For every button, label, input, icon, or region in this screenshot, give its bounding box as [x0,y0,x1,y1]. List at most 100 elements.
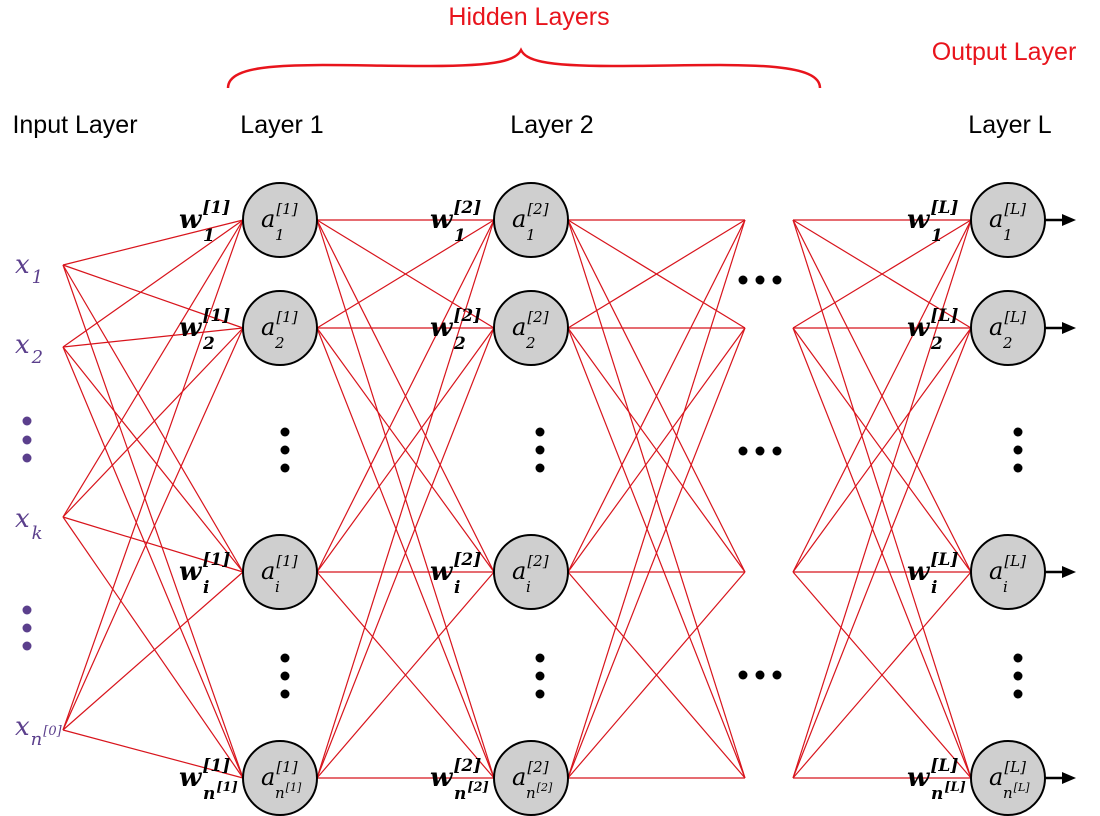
layer-vertical-ellipsis-a-1 [535,427,545,473]
weight-label: w[1] n[1] [179,756,238,804]
activation-label: a[1] 2 [261,308,298,352]
neuron-circle [493,182,569,258]
edge-input-3-to-l1-1 [62,327,244,731]
edge-l2-1-to-next-0 [567,219,746,329]
hidden-layers-header: Hidden Layers [448,3,609,31]
edge-l1-3-to-l2-2 [316,571,495,779]
neuron-circle [493,534,569,610]
edge-l1-2-to-l2-0 [316,219,495,573]
weight-label: w[1] 2 [179,306,230,354]
edge-input-1-to-l1-1 [62,327,244,348]
edge-prev-2-to-lL-1 [792,327,972,573]
neuron-circle [242,534,318,610]
neuron-layer1-0: a[1] 1 [242,182,318,258]
layer-1-header: Layer 1 [240,111,323,139]
layer-horizontal-ellipsis-top [738,275,782,285]
neuron-circle [970,182,1046,258]
edge-l1-2-to-l2-1 [316,327,495,573]
activation-label: a[L] 1 [989,200,1026,244]
input-layer-header: Input Layer [12,111,137,139]
edge-input-2-to-l1-3 [62,516,244,779]
neuron-layer1-2: a[1] i [242,534,318,610]
neurons: a[1] 1 a[1] 2 a[1] i a[1] n[1] a[2] 1 a[2] 2 a[2] i a[… [242,182,1046,816]
weight-label: w[1] 1 [179,198,230,246]
edge-input-2-to-l1-2 [62,516,244,573]
output-arrow-1 [1045,322,1076,334]
weight-label: w[L] n[L] [907,756,966,804]
weight-label: w[1] i [179,550,230,598]
edge-l1-3-to-l2-0 [316,219,495,779]
output-arrow-0 [1045,214,1076,226]
neuron-layer2-0: a[2] 1 [493,182,569,258]
output-arrow-3 [1045,772,1076,784]
edge-input-0-to-l1-0 [62,219,244,266]
hidden-layers-brace [226,47,822,89]
neuron-layer2-2: a[2] i [493,534,569,610]
input-vertical-ellipsis-1 [22,416,32,463]
neuron-circle [970,534,1046,610]
edge-l2-3-to-next-1 [567,327,746,779]
neuron-circle [242,740,318,816]
edge-input-0-to-l1-3 [62,264,244,779]
layer-2-header: Layer 2 [510,111,593,139]
edge-input-1-to-l1-0 [62,219,244,348]
neuron-circle [242,290,318,366]
neuron-layer3-3: a[L] n[L] [970,740,1046,816]
neuron-circle [493,740,569,816]
output-arrows [1045,214,1076,784]
edge-prev-2-to-lL-0 [792,219,972,573]
edge-l2-3-to-next-0 [567,219,746,779]
edge-input-3-to-l1-0 [62,219,244,731]
layer-vertical-ellipsis-b-1 [535,653,545,699]
layer-vertical-ellipsis-b-0 [280,653,290,699]
edge-prev-3-to-lL-0 [792,219,972,779]
edge-input-1-to-l1-3 [62,346,244,779]
weight-label: w[2] 1 [430,198,481,246]
edge-l1-3-to-l2-1 [316,327,495,779]
neuron-layer1-3: a[1] n[1] [242,740,318,816]
edge-input-0-to-l1-2 [62,264,244,573]
activation-label: a[2] i [512,552,549,596]
ellipsis-dots [22,275,1023,699]
output-layer-header: Output Layer [932,38,1077,66]
neuron-circle [970,290,1046,366]
activation-label: a[L] i [989,552,1026,596]
weight-labels: w[1] 1 w[1] 2 w[1] i w[1] n[1] w[2] 1 w[2] 2 w[2] i w[… [179,198,966,804]
activation-label: a[L] n[L] [989,758,1030,802]
layer-vertical-ellipsis-a-2 [1013,427,1023,473]
weight-label: w[L] 2 [907,306,958,354]
edge-input-0-to-l1-1 [62,264,244,329]
activation-label: a[2] 1 [512,200,549,244]
edge-input-1-to-l1-2 [62,346,244,573]
edge-prev-3-to-lL-1 [792,327,972,779]
input-vertical-ellipsis-2 [22,605,32,651]
layer-L-header: Layer L [968,111,1051,139]
neuron-layer1-1: a[1] 2 [242,290,318,366]
activation-label: a[1] 1 [261,200,298,244]
neuron-circle [493,290,569,366]
layer-vertical-ellipsis-a-0 [280,427,290,473]
layer-vertical-ellipsis-b-2 [1013,653,1023,699]
neuron-circle [970,740,1046,816]
edge-l2-2-to-next-0 [567,219,746,573]
edge-l2-2-to-next-1 [567,327,746,573]
neuron-circle [242,182,318,258]
weight-label: w[2] 2 [430,306,481,354]
layer-horizontal-ellipsis-mid [738,446,782,456]
activation-label: a[1] i [261,552,298,596]
weight-label: w[2] n[2] [430,756,489,804]
activation-label: a[1] n[1] [261,758,302,802]
edge-input-3-to-l1-2 [62,571,244,731]
weight-label: w[L] 1 [907,198,958,246]
connection-edges [62,219,972,779]
neuron-layer3-1: a[L] 2 [970,290,1046,366]
neuron-layer2-3: a[2] n[2] [493,740,569,816]
weight-label: w[L] i [907,550,958,598]
layer-horizontal-ellipsis-bottom [738,670,782,680]
neuron-layer3-0: a[L] 1 [970,182,1046,258]
edge-input-3-to-l1-3 [62,729,244,779]
